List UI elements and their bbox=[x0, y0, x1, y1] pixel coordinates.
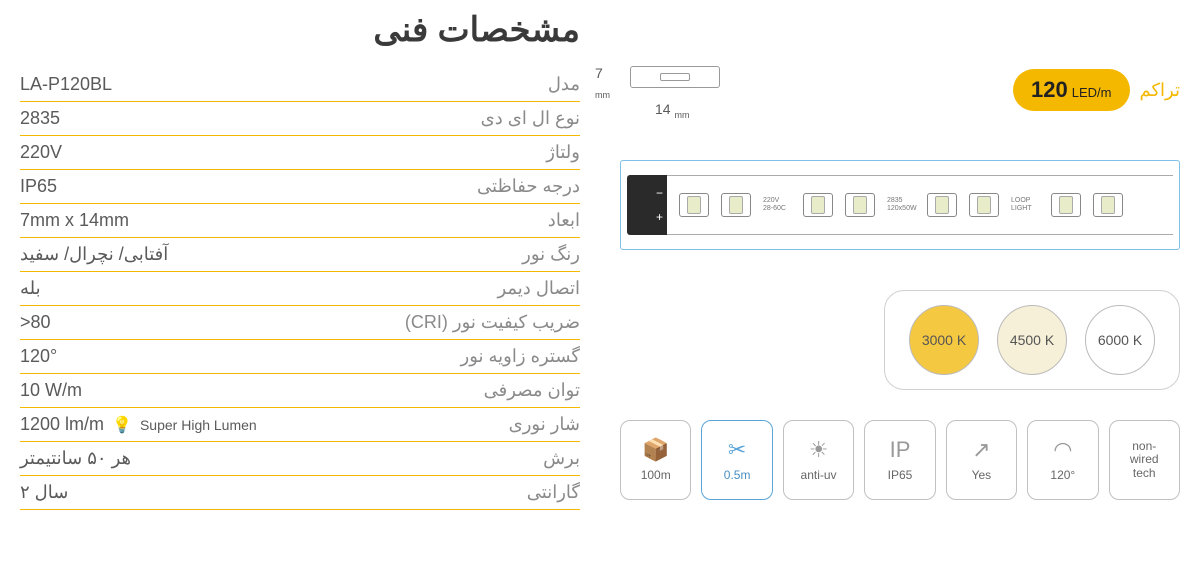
feature-icon: ☀ bbox=[809, 437, 829, 463]
cross-section-diagram: 7mm 14 mm bbox=[620, 60, 730, 120]
density-label: تراکم bbox=[1140, 80, 1181, 101]
spec-label: شار نوری bbox=[509, 414, 580, 435]
spec-value: 10 W/m bbox=[20, 380, 82, 401]
color-temp-circle: 6000 K bbox=[1085, 305, 1155, 375]
spec-label: گارانتی bbox=[527, 482, 580, 503]
led-chip bbox=[721, 193, 751, 217]
visual-column: 7mm 14 mm 120 LED/m تراکم − + bbox=[600, 10, 1180, 566]
led-chip bbox=[927, 193, 957, 217]
spec-row: درجه حفاظتی IP65 bbox=[20, 170, 580, 204]
specs-table: مدل LA-P120BL نوع ال ای دی 2835 ولتاژ 220V درج… bbox=[20, 68, 580, 510]
led-chip bbox=[1093, 193, 1123, 217]
spec-value: بله bbox=[20, 278, 41, 299]
spec-label: رنگ نور bbox=[522, 244, 580, 265]
spec-label: ابعاد bbox=[548, 210, 580, 231]
feature-box: ☀ anti-uv bbox=[783, 420, 854, 500]
spec-value: 1200 lm/m💡Super High Lumen bbox=[20, 414, 257, 435]
profile-shape bbox=[630, 66, 720, 88]
specs-column: مشخصات فنی مدل LA-P120BL نوع ال ای دی 2835 و… bbox=[20, 10, 600, 566]
led-chip bbox=[679, 193, 709, 217]
height-dimension: 7mm bbox=[595, 65, 610, 100]
top-info-row: 7mm 14 mm 120 LED/m تراکم bbox=[620, 60, 1180, 120]
spec-value: IP65 bbox=[20, 176, 57, 197]
feature-icon: ◠ bbox=[1053, 437, 1072, 463]
spec-row: گارانتی ۲ سال bbox=[20, 476, 580, 510]
feature-box: ✂ 0.5m bbox=[701, 420, 772, 500]
spec-value: آفتابی/ نچرال/ سفید bbox=[20, 244, 168, 265]
spec-label: نوع ال ای دی bbox=[481, 108, 580, 129]
feature-label: 100m bbox=[641, 469, 671, 482]
strip-body: 220V28-60C 2835120x50W LOOPLIGHT bbox=[667, 175, 1173, 235]
spec-value: 120° bbox=[20, 346, 57, 367]
feature-box: IP IP65 bbox=[864, 420, 935, 500]
spec-label: گستره زاویه نور bbox=[461, 346, 580, 367]
color-temp-circle: 3000 K bbox=[909, 305, 979, 375]
bulb-icon: 💡 bbox=[112, 415, 132, 435]
led-chip bbox=[1051, 193, 1081, 217]
super-high-lumen-label: Super High Lumen bbox=[140, 417, 257, 433]
spec-label: درجه حفاظتی bbox=[477, 176, 580, 197]
spec-label: ضریب کیفیت نور (CRI) bbox=[405, 312, 580, 333]
feature-label: IP65 bbox=[888, 469, 913, 482]
feature-label: non- wired tech bbox=[1130, 440, 1159, 480]
led-chip bbox=[845, 193, 875, 217]
strip-connector: − + bbox=[627, 175, 667, 235]
spec-row: گستره زاویه نور 120° bbox=[20, 340, 580, 374]
spec-label: ولتاژ bbox=[546, 142, 580, 163]
spec-row: ابعاد 7mm x 14mm bbox=[20, 204, 580, 238]
color-temperature-group: 3000 K 4500 K 6000 K bbox=[884, 290, 1180, 390]
feature-box: non- wired tech bbox=[1109, 420, 1180, 500]
spec-row: رنگ نور آفتابی/ نچرال/ سفید bbox=[20, 238, 580, 272]
spec-row: مدل LA-P120BL bbox=[20, 68, 580, 102]
spec-row: شار نوری1200 lm/m💡Super High Lumen bbox=[20, 408, 580, 442]
feature-label: Yes bbox=[972, 469, 992, 482]
feature-icon: ✂ bbox=[728, 437, 746, 463]
feature-box: ◠ 120° bbox=[1027, 420, 1098, 500]
polarity-minus: − bbox=[631, 186, 663, 200]
feature-icon: ↗ bbox=[972, 437, 990, 463]
features-row: 📦 100m ✂ 0.5m ☀ anti-uv IP IP65 ↗ Yes ◠ 120° non- wi… bbox=[620, 420, 1180, 500]
feature-box: ↗ Yes bbox=[946, 420, 1017, 500]
feature-label: 120° bbox=[1050, 469, 1075, 482]
strip-marking: 2835120x50W bbox=[887, 197, 915, 214]
spec-row: توان مصرفی 10 W/m bbox=[20, 374, 580, 408]
led-chip bbox=[803, 193, 833, 217]
spec-row: نوع ال ای دی 2835 bbox=[20, 102, 580, 136]
spec-label: مدل bbox=[548, 74, 580, 95]
spec-row: ولتاژ 220V bbox=[20, 136, 580, 170]
feature-icon: 📦 bbox=[642, 437, 669, 463]
spec-value: >80 bbox=[20, 312, 51, 333]
feature-icon: IP bbox=[890, 437, 911, 463]
spec-label: اتصال دیمر bbox=[497, 278, 580, 299]
spec-value: 220V bbox=[20, 142, 62, 163]
width-dimension: 14 mm bbox=[655, 101, 689, 120]
page-title: مشخصات فنی bbox=[20, 10, 580, 50]
spec-row: برش هر ۵۰ سانتیمتر bbox=[20, 442, 580, 476]
density-pill: 120 LED/m bbox=[1013, 69, 1129, 111]
spec-row: ضریب کیفیت نور (CRI) >80 bbox=[20, 306, 580, 340]
strip-marking: 220V28-60C bbox=[763, 197, 791, 214]
spec-value: هر ۵۰ سانتیمتر bbox=[20, 448, 131, 469]
strip-marking: LOOPLIGHT bbox=[1011, 197, 1039, 214]
spec-value: ۲ سال bbox=[20, 482, 68, 503]
spec-label: توان مصرفی bbox=[484, 380, 580, 401]
color-temp-circle: 4500 K bbox=[997, 305, 1067, 375]
density-badge: 120 LED/m تراکم bbox=[1013, 69, 1180, 111]
led-strip-diagram: − + 220V28-60C 2835120x50W LOOPLIGHT bbox=[620, 160, 1180, 250]
spec-label: برش bbox=[543, 448, 580, 469]
led-chip bbox=[969, 193, 999, 217]
polarity-plus: + bbox=[631, 210, 663, 224]
feature-label: anti-uv bbox=[801, 469, 837, 482]
spec-value: LA-P120BL bbox=[20, 74, 112, 95]
spec-row: اتصال دیمر بله bbox=[20, 272, 580, 306]
density-unit: LED/m bbox=[1072, 85, 1112, 100]
density-number: 120 bbox=[1031, 77, 1068, 103]
spec-value: 2835 bbox=[20, 108, 60, 129]
feature-box: 📦 100m bbox=[620, 420, 691, 500]
feature-label: 0.5m bbox=[724, 469, 751, 482]
spec-value: 7mm x 14mm bbox=[20, 210, 129, 231]
